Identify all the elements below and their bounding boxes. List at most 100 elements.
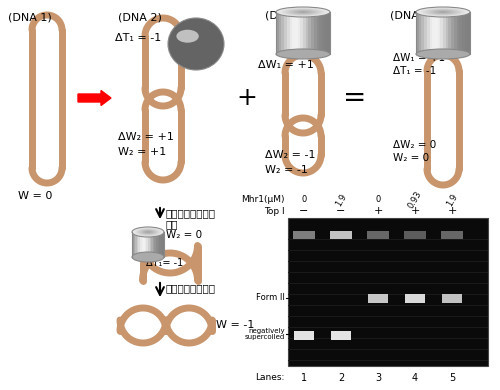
Bar (294, 331, 314, 340)
Ellipse shape (189, 37, 203, 50)
Text: Mhr1(μM): Mhr1(μM) (242, 195, 285, 204)
Bar (427, 12, 430, 54)
Ellipse shape (176, 26, 216, 62)
Ellipse shape (186, 35, 206, 53)
Ellipse shape (276, 7, 330, 17)
Ellipse shape (133, 227, 163, 237)
Ellipse shape (142, 230, 154, 234)
Bar (288, 360, 488, 361)
Bar (288, 272, 488, 273)
Bar (148, 232, 150, 257)
Text: W₂ = 0: W₂ = 0 (393, 153, 429, 163)
Bar (367, 231, 389, 239)
Bar (319, 12, 322, 54)
FancyArrow shape (78, 90, 111, 106)
Text: (DNA 2): (DNA 2) (118, 12, 162, 22)
Bar (446, 12, 449, 54)
Ellipse shape (440, 11, 446, 12)
Text: W = 0: W = 0 (18, 191, 52, 201)
Text: ΔW₁ = +1: ΔW₁ = +1 (393, 53, 445, 63)
Ellipse shape (276, 49, 330, 59)
Bar (328, 12, 330, 54)
Bar (288, 316, 488, 317)
Text: +: + (374, 206, 382, 216)
Bar (331, 331, 351, 340)
Bar (288, 239, 488, 240)
Bar (146, 232, 148, 257)
Bar (298, 12, 301, 54)
Ellipse shape (428, 9, 458, 15)
Bar (288, 261, 488, 262)
Bar (161, 232, 163, 257)
Ellipse shape (294, 10, 312, 14)
Text: Form II: Form II (256, 294, 285, 303)
Ellipse shape (438, 11, 448, 13)
Ellipse shape (288, 9, 318, 15)
Ellipse shape (184, 32, 208, 56)
Ellipse shape (178, 27, 214, 61)
Text: ΔW₂ = 0: ΔW₂ = 0 (393, 140, 436, 150)
Bar (438, 12, 441, 54)
Ellipse shape (136, 228, 160, 236)
Text: +: + (410, 206, 420, 216)
Bar (156, 232, 158, 257)
Bar (451, 12, 454, 54)
Bar (448, 12, 452, 54)
Bar (140, 232, 142, 257)
Ellipse shape (138, 229, 158, 235)
Bar (435, 12, 438, 54)
Ellipse shape (292, 10, 314, 14)
Ellipse shape (418, 7, 468, 17)
Text: ΔT₁ = -1: ΔT₁ = -1 (115, 33, 161, 43)
Ellipse shape (280, 8, 326, 16)
Text: 3: 3 (375, 373, 381, 383)
Text: ΔT₁= -1: ΔT₁= -1 (146, 258, 183, 268)
Text: (DNA 1): (DNA 1) (8, 12, 52, 22)
Bar (330, 231, 352, 239)
Bar (145, 232, 147, 257)
Ellipse shape (285, 9, 321, 15)
Bar (276, 12, 279, 54)
Bar (404, 231, 426, 239)
Bar (454, 12, 457, 54)
Ellipse shape (283, 8, 323, 16)
Bar (441, 231, 463, 239)
Bar (132, 232, 134, 257)
Text: ΔT₁ = -1: ΔT₁ = -1 (393, 66, 436, 76)
Ellipse shape (142, 230, 154, 234)
Text: −: − (336, 206, 345, 216)
Bar (292, 12, 296, 54)
Ellipse shape (140, 230, 156, 234)
Bar (142, 232, 144, 257)
Bar (303, 12, 306, 54)
Ellipse shape (420, 8, 467, 16)
Bar (154, 232, 156, 257)
Bar (162, 232, 164, 257)
Text: (DNA 3): (DNA 3) (265, 10, 309, 20)
Text: 1: 1 (301, 373, 307, 383)
Bar (288, 218, 488, 366)
Bar (295, 12, 298, 54)
Text: 2: 2 (338, 373, 344, 383)
Bar (430, 12, 432, 54)
Bar (432, 12, 436, 54)
Bar (282, 12, 284, 54)
Ellipse shape (423, 8, 463, 16)
Bar (290, 12, 292, 54)
Ellipse shape (168, 18, 224, 70)
Text: (DNA 4): (DNA 4) (390, 10, 434, 20)
Bar (288, 338, 488, 339)
Ellipse shape (298, 11, 308, 13)
Ellipse shape (146, 231, 150, 233)
Bar (468, 12, 470, 54)
Ellipse shape (171, 21, 221, 67)
Ellipse shape (135, 228, 161, 236)
Bar (456, 12, 460, 54)
Ellipse shape (180, 30, 212, 58)
Text: Lanes:: Lanes: (256, 374, 285, 383)
Bar (324, 12, 328, 54)
Bar (158, 232, 160, 257)
Text: =: = (344, 84, 366, 112)
Bar (138, 232, 140, 257)
Text: negatively
supercoiled: negatively supercoiled (245, 328, 285, 340)
